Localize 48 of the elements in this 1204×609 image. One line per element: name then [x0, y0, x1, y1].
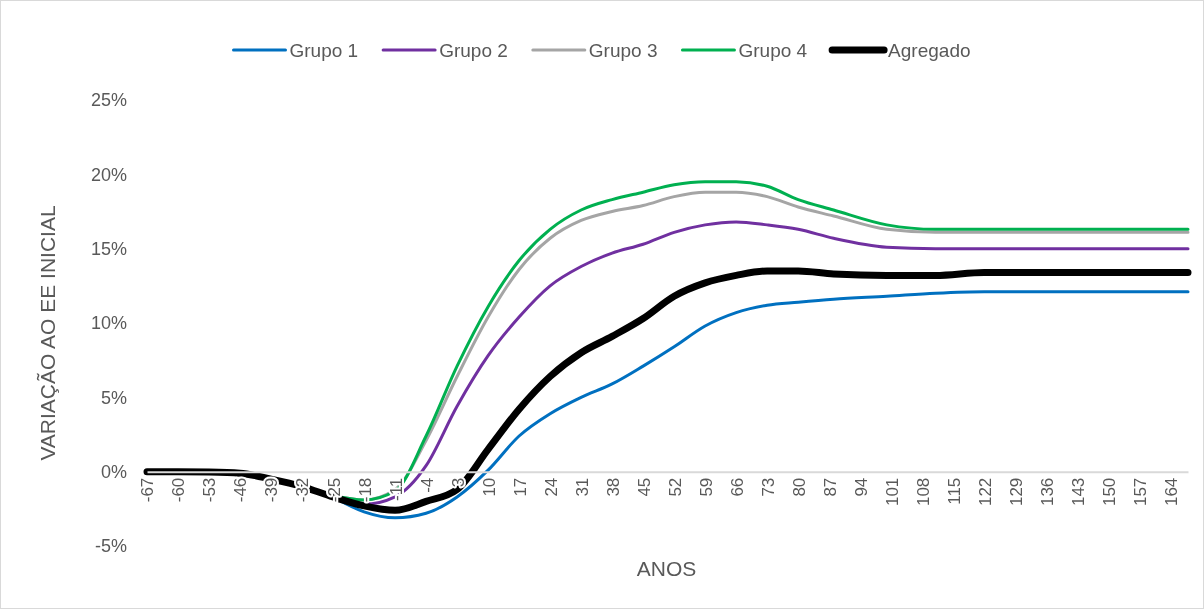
x-tick-label: -11: [386, 477, 406, 501]
legend-label: Grupo 1: [289, 39, 359, 61]
x-tick-label: -60: [169, 477, 189, 503]
x-tick-label: 101: [882, 477, 902, 507]
x-tick-label: -53: [200, 477, 220, 503]
y-tick-label: 5%: [100, 387, 127, 408]
y-tick-label: -5%: [94, 536, 127, 557]
x-tick-label: 59: [696, 477, 716, 497]
x-tick-label: 24: [541, 477, 561, 497]
x-tick-label: 17: [510, 477, 530, 497]
x-tick-label: -32: [293, 477, 313, 503]
x-tick-label: 150: [1099, 477, 1119, 507]
x-tick-label: -46: [231, 477, 251, 503]
x-tick-label: 129: [1006, 477, 1026, 507]
x-tick-label: 80: [789, 477, 809, 497]
y-tick-label: 0%: [100, 461, 127, 482]
x-tick-label: 73: [758, 477, 778, 497]
legend-label: Grupo 3: [588, 39, 658, 61]
x-tick-label: -18: [355, 477, 375, 503]
x-tick-label: 94: [851, 477, 871, 497]
x-tick-label: 38: [603, 477, 623, 497]
x-tick-label: 122: [975, 477, 995, 507]
y-tick-label: 10%: [90, 313, 127, 334]
x-tick-label: 108: [913, 477, 933, 507]
x-tick-label: 66: [727, 477, 747, 497]
x-axis-title: ANOS: [636, 557, 697, 580]
x-tick-label: 143: [1068, 477, 1088, 507]
x-tick-label: 136: [1037, 477, 1057, 507]
x-tick-label: 157: [1130, 477, 1150, 507]
legend-label: Grupo 4: [738, 39, 808, 61]
x-tick-label: 164: [1161, 477, 1181, 507]
x-tick-label: -25: [324, 477, 344, 503]
x-tick-label: 45: [634, 477, 654, 497]
x-tick-label: -67: [138, 477, 158, 503]
x-tick-label: 10: [479, 477, 499, 497]
x-tick-label: -4: [417, 477, 437, 493]
legend-label: Agregado: [888, 39, 971, 61]
x-tick-label: 52: [665, 477, 685, 497]
x-tick-label: 87: [820, 477, 840, 497]
y-tick-label: 25%: [90, 90, 127, 111]
legend-label: Grupo 2: [439, 39, 508, 61]
x-tick-label: 115: [944, 477, 964, 505]
y-tick-label: 20%: [90, 164, 127, 185]
x-tick-label: 3: [448, 477, 468, 488]
y-axis-title: VARIAÇÃO AO EE INICIAL: [36, 205, 59, 461]
y-tick-label: 15%: [90, 238, 127, 259]
x-tick-label: -39: [262, 477, 282, 503]
x-tick-label: 31: [572, 477, 592, 497]
